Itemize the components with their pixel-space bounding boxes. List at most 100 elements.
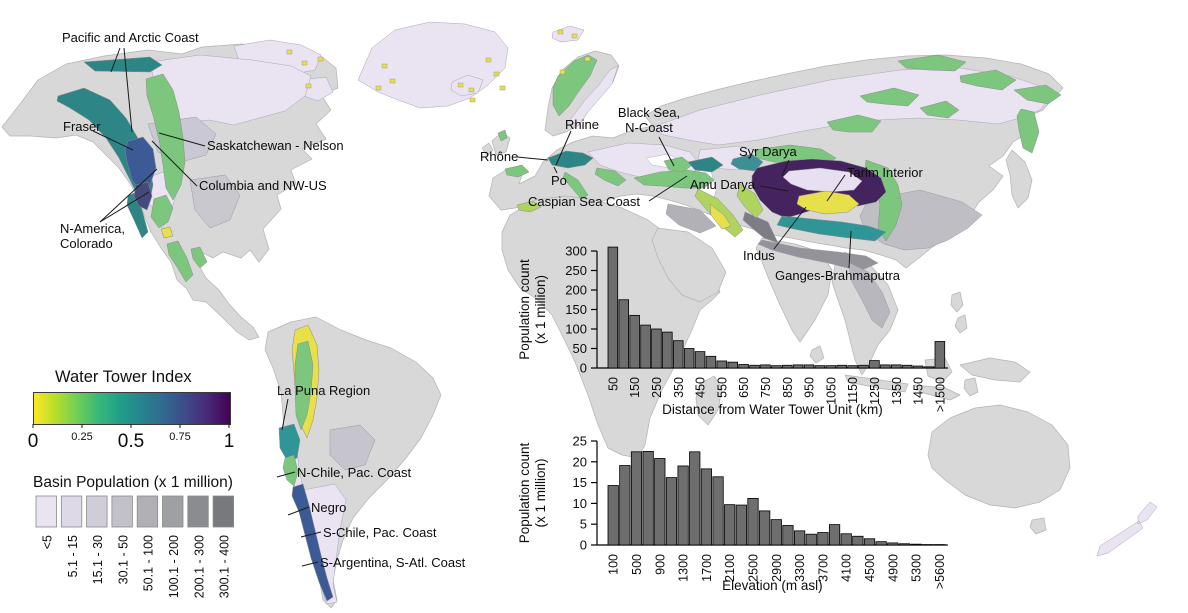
water-tower-baikal (919, 100, 960, 119)
water-tower-index-ticks: 0 0.25 0.5 0.75 1 (28, 424, 234, 452)
map-label-fraser: Fraser (63, 119, 101, 134)
histogram-bar (689, 451, 701, 546)
y-axis-title: (x 1 million) (533, 275, 548, 344)
x-tick-label: 550 (715, 377, 729, 398)
map-label-pacific-arctic: Pacific and Arctic Coast (62, 30, 199, 45)
x-tick-label: 1250 (868, 377, 882, 405)
water-tower-canadian-rockies (145, 73, 186, 201)
x-tick-label: 1300 (677, 554, 691, 582)
basin-tigris (665, 203, 717, 234)
water-tower-index-legend-title: Water Tower Index (55, 368, 192, 386)
water-tower-sierra-madre-w (166, 240, 194, 283)
histogram-bar (677, 465, 689, 546)
x-tick-label: 900 (653, 554, 667, 575)
basin-svalbard (551, 25, 585, 43)
histogram-bar (828, 524, 841, 546)
histogram-bar (852, 535, 864, 546)
population-swatch (162, 495, 184, 528)
histogram-bar (805, 533, 817, 546)
x-tick-label: 500 (630, 554, 644, 575)
water-tower-kamchatka (1016, 108, 1040, 154)
x-tick-label: 5300 (910, 554, 924, 582)
x-tick-label: 2500 (747, 554, 761, 582)
basin-north-russia (649, 67, 1051, 146)
y-tick-label: 200 (565, 283, 587, 298)
histogram-bar (825, 365, 837, 369)
x-tick-label: 950 (803, 377, 817, 398)
x-tick-label: 650 (737, 377, 751, 398)
histogram-bar (738, 364, 749, 369)
histogram-bar (869, 360, 880, 369)
water-tower-colorado-yellow (160, 226, 174, 239)
histogram-bar (640, 324, 651, 369)
landmass-madagascar (695, 375, 723, 426)
basin-indus (742, 211, 779, 244)
map-label-negro: Negro (311, 500, 347, 515)
y-tick-label: 10 (573, 496, 587, 511)
histogram-bar (771, 365, 782, 369)
x-tick-label: 1050 (824, 377, 838, 405)
histogram-bar (890, 364, 902, 369)
x-tick-label: 3300 (793, 554, 807, 582)
histogram-bar (793, 530, 806, 546)
landmass-ireland (481, 142, 494, 157)
histogram-bar (662, 331, 673, 369)
histogram-bar (654, 458, 666, 546)
histogram-bar (760, 364, 771, 369)
histogram-bar (629, 314, 640, 369)
x-tick-label: 2100 (723, 554, 737, 582)
map-label-rhone: Rhône (480, 149, 519, 164)
population-swatch (212, 495, 235, 528)
basin-new-zealand (1096, 501, 1158, 557)
population-swatch (35, 495, 57, 528)
histogram-bar (814, 365, 826, 369)
landmass-sri-lanka (809, 345, 825, 364)
water-tower-n-chile-green (282, 454, 299, 487)
histogram-bar (875, 541, 887, 546)
basin-greenland (357, 21, 509, 109)
water-tower-ganges-brahmaputra-teal (776, 215, 887, 242)
water-tower-scotland (497, 129, 508, 142)
histogram-bar (630, 451, 643, 546)
histogram-bar (770, 519, 782, 546)
basin-population-legend: <5 5.1 - 15 15.1 - 30 30.1 - 50 50.1 - 100 10… (35, 495, 235, 598)
histogram-bar (898, 543, 911, 546)
tarim-interior-basin (782, 167, 863, 193)
histogram-bar (759, 510, 771, 546)
x-tick-label: 1150 (846, 377, 860, 404)
histogram-bar (727, 361, 738, 369)
histogram-bar (705, 355, 717, 369)
histogram-bar (607, 246, 619, 369)
map-label-saskatchewan: Saskatchewan - Nelson (207, 138, 344, 153)
histogram-bar (887, 542, 899, 546)
x-tick-label: 750 (759, 377, 773, 398)
basin-se-asia (847, 261, 891, 329)
landmass-new-guinea (959, 357, 1031, 383)
water-tower-andes-south-navy (291, 483, 334, 602)
population-class-label: 200.1 - 300 (192, 535, 206, 598)
population-swatch (136, 495, 159, 528)
histogram-bar (910, 543, 922, 546)
population-class-label: 100.1 - 200 (167, 535, 181, 598)
histogram-bar (782, 525, 794, 546)
basin-parana (329, 424, 376, 471)
y-tick-label: 150 (565, 302, 587, 317)
histogram-bar (912, 365, 924, 369)
water-tower-coastal-specks (286, 29, 591, 103)
landmass-philippines (950, 291, 968, 334)
histogram-bar (749, 364, 760, 369)
water-tower-caucasus (687, 156, 724, 173)
landmass-australia (927, 404, 1071, 509)
water-tower-atlas (516, 200, 542, 213)
x-tick-label: 4500 (863, 554, 877, 582)
water-tower-sayan (859, 87, 920, 107)
landmass-se-asia (831, 251, 899, 376)
x-axis-title: Distance from Water Tower Unit (km) (662, 402, 883, 417)
water-tower-anatolia (633, 169, 715, 189)
water-tower-apennines (562, 171, 589, 200)
histogram-bar (747, 498, 759, 546)
histogram-bar (858, 364, 869, 369)
histogram-bar (642, 450, 654, 546)
x-axis-title: Elevation (m asl) (722, 578, 823, 593)
